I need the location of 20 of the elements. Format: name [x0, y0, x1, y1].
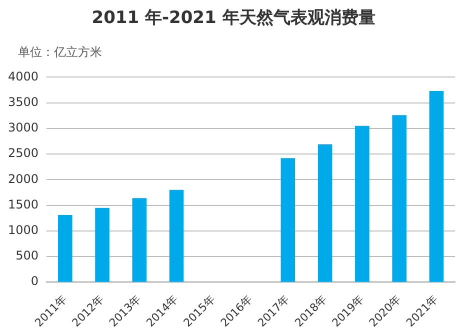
- chart-title: 2011 年-2021 年天然气表观消费量: [90, 7, 376, 29]
- y-tick-label: 0: [30, 274, 39, 288]
- bar: [132, 198, 146, 282]
- y-tick-label: 3500: [8, 94, 39, 109]
- y-tick-label: 2000: [8, 172, 39, 186]
- bar: [95, 208, 110, 282]
- bar: [429, 91, 444, 282]
- bar: [58, 214, 72, 282]
- y-tick-label: 1000: [8, 222, 39, 237]
- y-tick-label: 2500: [8, 146, 39, 160]
- bar: [280, 158, 296, 282]
- bar: [355, 126, 370, 282]
- bar: [392, 115, 406, 282]
- bar: [318, 144, 332, 282]
- y-tick-label: 4000: [8, 69, 39, 84]
- y-tick-label: 500: [16, 248, 39, 263]
- chart-subtitle: 单位：亿立方米: [18, 44, 102, 61]
- y-tick-label: 1500: [8, 197, 39, 212]
- bar: [169, 190, 184, 282]
- y-tick-label: 3000: [8, 120, 39, 135]
